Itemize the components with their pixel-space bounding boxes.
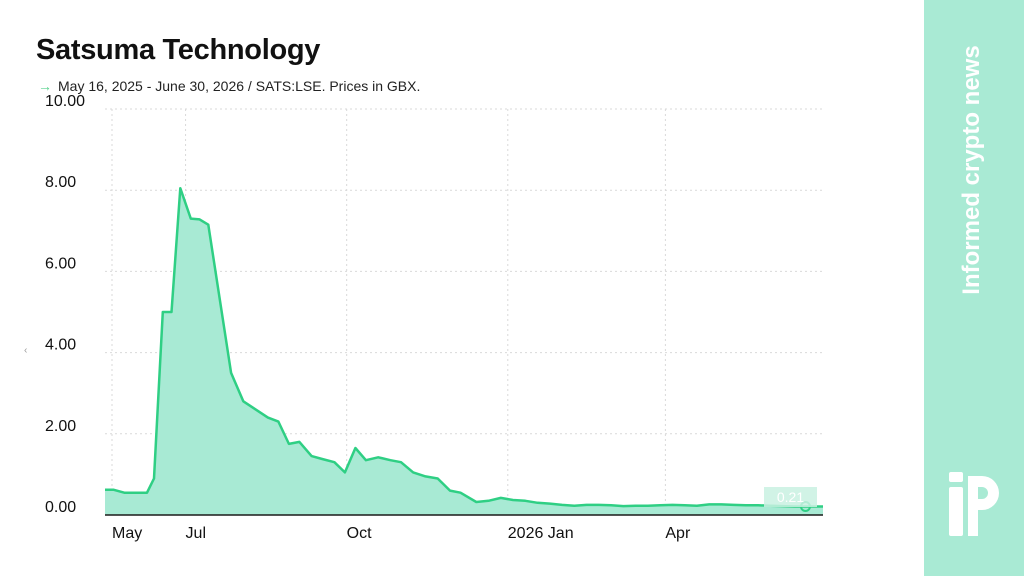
tick-labels: 0.00 2.00 4.00 6.00 8.00 10.00 May Jul Oct 2026 J… (45, 93, 817, 542)
price-series (105, 186, 823, 515)
chart-subtitle: → May 16, 2025 - June 30, 2026 / SATS:LSE… (38, 78, 420, 94)
brand-tagline: Informed crypto news (958, 45, 985, 295)
chart-title: Satsuma Technology (36, 34, 321, 66)
price-chart: 0.00 2.00 4.00 6.00 8.00 10.00 May Jul Oct 2026 J… (45, 93, 823, 542)
y-tick-label: 10.00 (45, 93, 85, 110)
subtitle-text: May 16, 2025 - June 30, 2026 / SATS:LSE.… (58, 78, 421, 94)
y-tick-label: 6.00 (45, 255, 76, 272)
arrow-icon: → (38, 78, 52, 94)
x-tick-label: Oct (347, 525, 372, 542)
x-tick-label: Jul (186, 525, 206, 542)
y-tick-label: 2.00 (45, 418, 76, 435)
ip-logo-icon (949, 472, 999, 536)
y-tick-label: 4.00 (45, 337, 76, 354)
chevron-left-icon: ‹ (24, 345, 28, 356)
x-tick-label: 2026 Jan (508, 525, 574, 542)
last-value-badge (764, 487, 817, 507)
y-tick-label: 8.00 (45, 174, 76, 191)
y-tick-label: 0.00 (45, 499, 76, 516)
last-value-label: 0.21 (777, 489, 804, 505)
x-tick-label: Apr (665, 525, 691, 542)
price-area (105, 188, 823, 515)
price-line (105, 186, 823, 508)
x-tick-label: May (112, 525, 142, 542)
